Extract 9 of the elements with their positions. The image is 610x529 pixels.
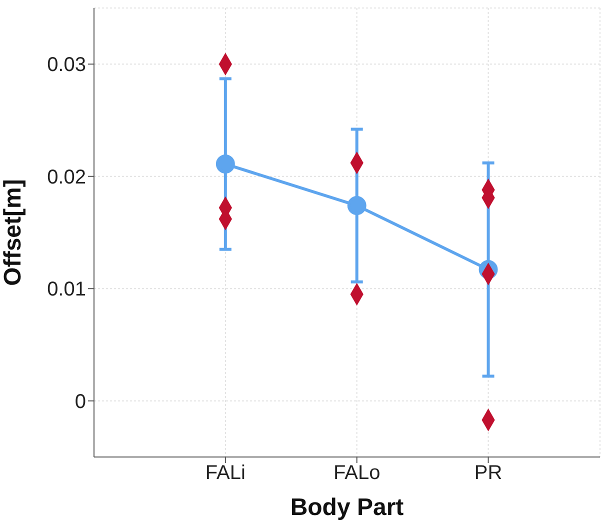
x-tick-label: PR [474, 462, 502, 484]
y-axis-title: Offset[m] [0, 179, 27, 286]
y-tick-label: 0 [74, 390, 86, 413]
x-axis-title: Body Part [290, 494, 404, 521]
x-tick-label: FALo [334, 462, 380, 484]
y-tick-label: 0.02 [47, 166, 86, 188]
y-tick-label: 0.03 [47, 54, 86, 76]
y-tick-label: 0.01 [47, 278, 86, 301]
x-tick-label: FALi [205, 462, 246, 484]
